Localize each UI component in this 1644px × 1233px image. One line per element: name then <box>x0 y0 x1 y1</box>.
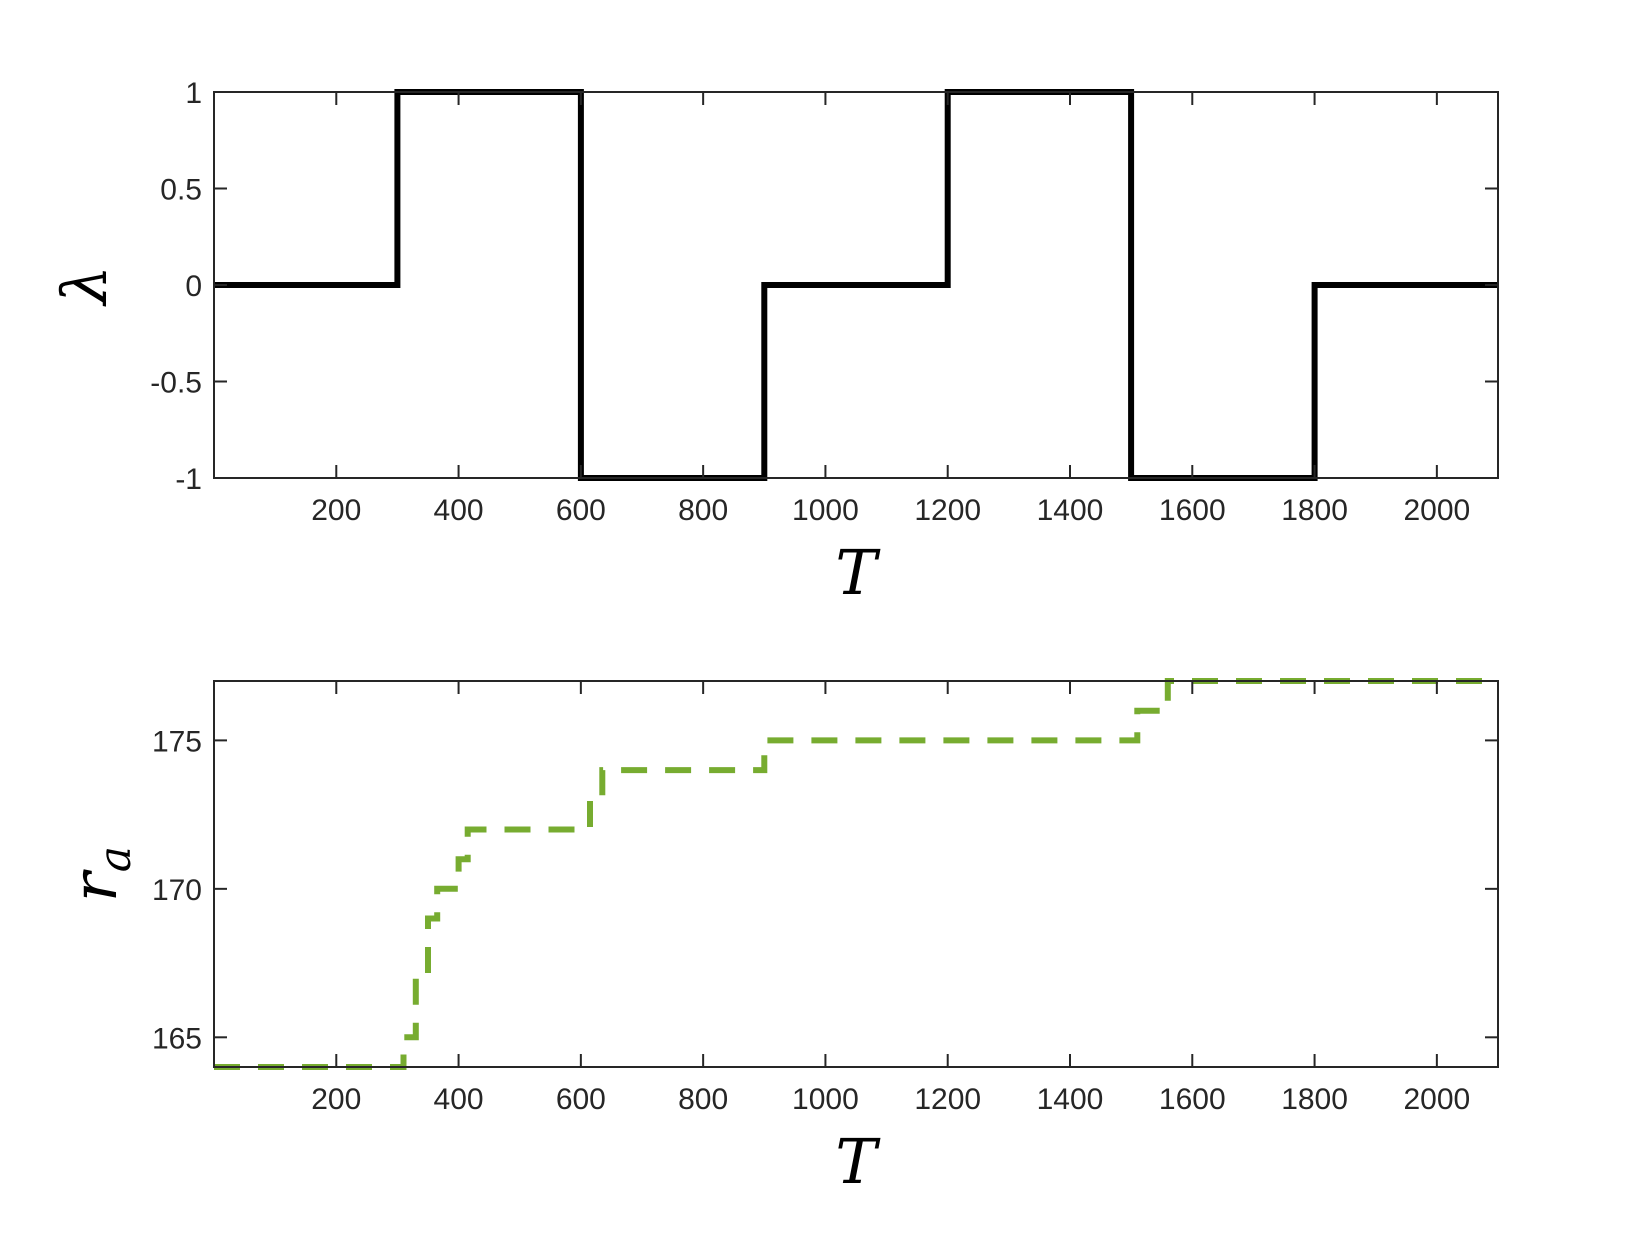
x-tick-label: 1600 <box>1159 1083 1226 1116</box>
y-tick-label: 1 <box>185 77 202 110</box>
lambda-x-ticks: 200 400 600 800 1000 1200 1400 1600 1800 2000 <box>311 92 1470 527</box>
x-tick-label: 600 <box>556 494 606 527</box>
x-tick-label: 1600 <box>1159 494 1226 527</box>
x-tick-label: 1400 <box>1037 1083 1104 1116</box>
x-tick-label: 1000 <box>792 1083 859 1116</box>
x-tick-label: 1800 <box>1281 1083 1348 1116</box>
y-tick-label: 170 <box>152 874 202 907</box>
ra-y-axis-label-main: r <box>58 869 131 902</box>
y-tick-label: -0.5 <box>150 367 202 400</box>
x-tick-label: 200 <box>311 1083 361 1116</box>
ra-x-axis-label: T <box>835 1125 881 1198</box>
x-tick-label: 2000 <box>1403 1083 1470 1116</box>
ra-y-axis-label-sub: a <box>90 846 141 872</box>
y-tick-label: 0.5 <box>160 174 202 207</box>
x-tick-label: 1000 <box>792 494 859 527</box>
y-tick-label: 175 <box>152 725 202 758</box>
ra-panel-series-line <box>214 678 1498 1070</box>
x-tick-label: 1400 <box>1037 494 1104 527</box>
ra-y-axis-label: ra <box>58 846 141 902</box>
ra-panel: 200 400 600 800 1000 1200 1400 1600 1800 2000 165… <box>58 678 1499 1198</box>
ra-y-ticks: 165 170 175 <box>152 725 1498 1055</box>
x-tick-label: 1200 <box>914 494 981 527</box>
y-tick-label: 165 <box>152 1022 202 1055</box>
x-tick-label: 600 <box>556 1083 606 1116</box>
x-tick-label: 800 <box>678 1083 728 1116</box>
x-tick-label: 1800 <box>1281 494 1348 527</box>
x-tick-label: 2000 <box>1403 494 1470 527</box>
ra-axes-box <box>213 680 1499 1068</box>
lambda-x-axis-label: T <box>835 536 881 609</box>
x-tick-label: 1200 <box>914 1083 981 1116</box>
lambda-y-ticks: -1 -0.5 0 0.5 1 <box>150 77 1498 496</box>
lambda-y-axis-label: λ <box>48 265 121 307</box>
x-tick-label: 400 <box>434 1083 484 1116</box>
y-tick-label: 0 <box>185 270 202 303</box>
ra-x-ticks: 200 400 600 800 1000 1200 1400 1600 1800 2000 <box>311 681 1470 1116</box>
lambda-panel: 200 400 600 800 1000 1200 1400 1600 1800 2000 -1-… <box>48 77 1499 609</box>
ra-plot-area <box>214 678 1498 1070</box>
x-tick-label: 800 <box>678 494 728 527</box>
y-tick-label: -1 <box>175 463 202 496</box>
x-tick-label: 200 <box>311 494 361 527</box>
x-tick-label: 400 <box>434 494 484 527</box>
